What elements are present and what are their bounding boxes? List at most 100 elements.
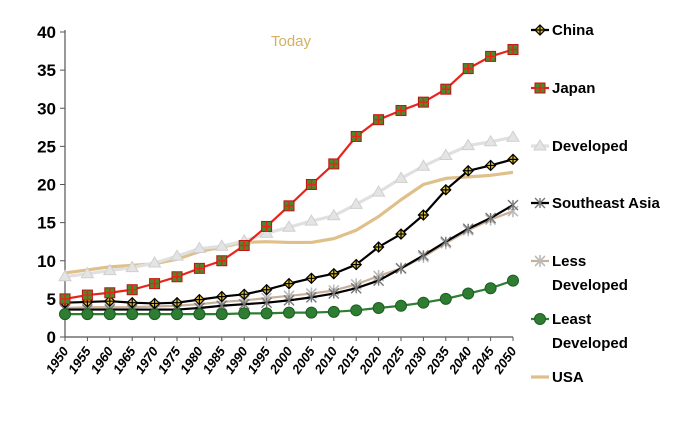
y-tick-label: 20	[37, 176, 56, 195]
legend-item-less-developed: Less Developed	[531, 253, 628, 294]
data-point-least-developed	[126, 308, 139, 321]
data-point-china	[439, 183, 452, 196]
data-point-least-developed	[350, 304, 363, 317]
data-point-china	[126, 296, 139, 309]
data-point-japan	[395, 105, 407, 117]
y-tick-label: 25	[37, 137, 56, 156]
data-point-least-developed	[171, 308, 183, 321]
y-tick-label: 10	[37, 252, 56, 271]
data-point-least-developed	[507, 274, 519, 287]
data-point-japan	[261, 220, 273, 232]
data-point-least-developed	[215, 308, 228, 321]
data-point-japan	[507, 44, 519, 56]
x-tick-label: 2045	[468, 343, 498, 377]
legend-label: USA	[552, 369, 584, 386]
data-point-china	[462, 164, 475, 177]
data-point-developed	[304, 214, 319, 226]
x-tick-label: 2020	[356, 343, 386, 377]
legend-item-developed: Developed	[531, 138, 628, 155]
data-point-southeast-asia	[417, 249, 429, 261]
data-point-japan	[350, 130, 362, 142]
series-least-developed	[59, 274, 519, 321]
x-tick-label: 1995	[244, 343, 273, 376]
data-point-china	[193, 293, 206, 306]
data-point-developed	[170, 249, 184, 261]
data-point-southeast-asia	[261, 297, 273, 309]
data-point-japan	[216, 255, 228, 267]
series-china	[59, 153, 519, 310]
x-tick-label: 1970	[132, 343, 161, 376]
data-point-china	[305, 272, 318, 285]
legend-label: Southeast Asia	[552, 195, 660, 212]
data-point-least-developed	[417, 296, 430, 309]
legend-marker	[533, 139, 547, 151]
legend-item-least-developed: Least Developed	[531, 311, 628, 352]
data-point-china	[215, 290, 228, 303]
x-tick-label: 1975	[155, 343, 184, 376]
data-point-china	[171, 296, 183, 309]
data-point-japan	[305, 179, 317, 190]
y-tick-label: 15	[37, 214, 56, 233]
data-point-developed	[461, 138, 476, 151]
data-point-developed	[438, 148, 453, 161]
data-point-developed	[125, 260, 140, 273]
data-point-developed	[394, 171, 408, 183]
data-point-china	[148, 297, 161, 310]
data-point-southeast-asia	[485, 212, 497, 224]
data-point-developed	[506, 130, 520, 142]
legend-label: Developed	[552, 138, 628, 155]
x-tick-label: 1990	[222, 343, 251, 376]
data-point-japan	[417, 96, 429, 108]
data-point-least-developed	[81, 308, 94, 321]
data-point-china	[350, 258, 363, 271]
y-tick-label: 30	[37, 99, 56, 118]
data-point-japan	[485, 50, 497, 62]
data-point-developed	[416, 159, 431, 171]
y-tick-label: 40	[37, 23, 56, 42]
legend-label: Less	[552, 253, 586, 270]
x-tick-label: 2025	[378, 343, 408, 377]
y-tick-label: 35	[37, 61, 56, 80]
data-point-china	[417, 209, 430, 221]
data-point-developed	[58, 269, 72, 282]
data-point-japan	[440, 83, 452, 95]
data-point-developed	[282, 220, 296, 232]
data-point-developed	[80, 266, 95, 279]
data-point-least-developed	[103, 308, 116, 321]
data-point-japan	[193, 262, 205, 274]
data-point-japan	[238, 240, 250, 251]
data-point-developed	[349, 197, 364, 209]
x-tick-label: 2015	[333, 343, 363, 377]
x-tick-label: 1965	[110, 343, 139, 376]
data-point-japan	[81, 289, 93, 301]
data-point-southeast-asia	[395, 262, 407, 274]
data-point-least-developed	[260, 307, 273, 320]
data-point-southeast-asia	[283, 294, 295, 306]
x-tick-label: 1950	[43, 343, 72, 376]
data-point-southeast-asia	[373, 275, 385, 287]
data-point-southeast-asia	[507, 199, 519, 211]
data-point-japan	[104, 287, 116, 299]
data-point-japan	[171, 271, 183, 283]
data-point-southeast-asia	[305, 291, 317, 303]
series-japan	[59, 44, 519, 305]
data-point-least-developed	[484, 282, 497, 295]
data-point-japan	[59, 293, 71, 305]
x-tick-label: 2010	[311, 343, 341, 377]
data-point-least-developed	[283, 306, 295, 319]
data-point-least-developed	[439, 292, 452, 305]
legend-label: Japan	[552, 80, 595, 97]
data-point-china	[372, 241, 385, 253]
data-point-developed	[371, 185, 386, 197]
legend-item-china: China	[531, 22, 594, 39]
legend-item-southeast-asia: Southeast Asia	[531, 195, 660, 212]
legend-marker	[534, 82, 546, 94]
data-point-china	[103, 295, 116, 308]
data-point-china	[327, 267, 340, 280]
legend-label: Least	[552, 311, 591, 328]
data-point-least-developed	[238, 307, 251, 320]
data-point-southeast-asia	[440, 236, 452, 248]
legend-marker	[534, 255, 546, 267]
